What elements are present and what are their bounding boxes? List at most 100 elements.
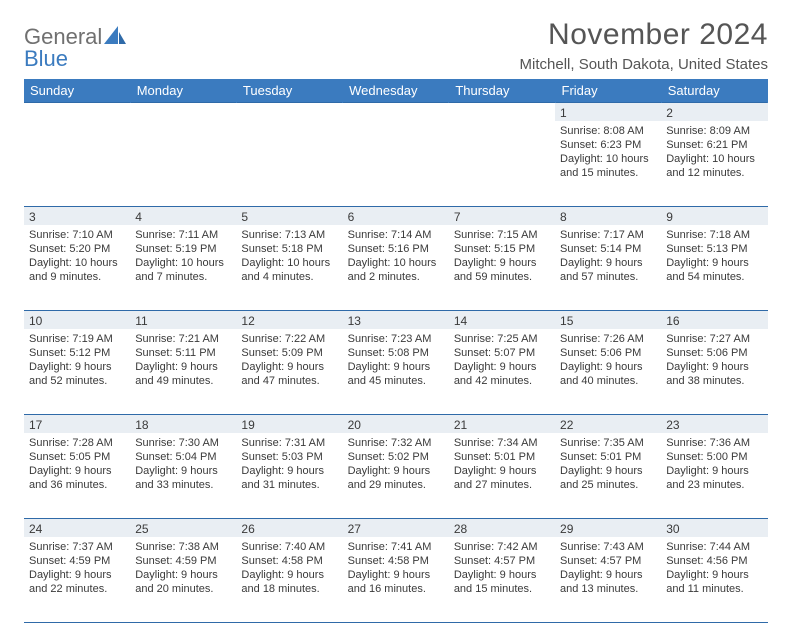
day-detail-cell xyxy=(130,121,236,207)
sunrise-text: Sunrise: 7:41 AM xyxy=(348,540,444,554)
sail-icon xyxy=(104,26,126,44)
daylight-text: Daylight: 9 hours xyxy=(560,464,656,478)
day-detail-cell: Sunrise: 7:32 AMSunset: 5:02 PMDaylight:… xyxy=(343,433,449,519)
day-number-cell: 6 xyxy=(343,207,449,225)
daylight-text: and 36 minutes. xyxy=(29,478,125,492)
daylight-text: and 4 minutes. xyxy=(241,270,337,284)
day-detail-cell: Sunrise: 7:36 AMSunset: 5:00 PMDaylight:… xyxy=(661,433,767,519)
daylight-text: Daylight: 9 hours xyxy=(348,568,444,582)
sunrise-text: Sunrise: 7:28 AM xyxy=(29,436,125,450)
sunset-text: Sunset: 5:05 PM xyxy=(29,450,125,464)
day-number-cell: 15 xyxy=(555,311,661,329)
day-detail-cell xyxy=(343,121,449,207)
sunrise-text: Sunrise: 7:36 AM xyxy=(666,436,762,450)
sunrise-text: Sunrise: 7:34 AM xyxy=(454,436,550,450)
daylight-text: and 33 minutes. xyxy=(135,478,231,492)
sunrise-text: Sunrise: 7:19 AM xyxy=(29,332,125,346)
sunset-text: Sunset: 4:57 PM xyxy=(454,554,550,568)
sunrise-text: Sunrise: 7:25 AM xyxy=(454,332,550,346)
day-number-cell xyxy=(24,103,130,121)
sunrise-text: Sunrise: 7:18 AM xyxy=(666,228,762,242)
daylight-text: and 38 minutes. xyxy=(666,374,762,388)
day-detail-cell: Sunrise: 7:14 AMSunset: 5:16 PMDaylight:… xyxy=(343,225,449,311)
daynum-row: 24252627282930 xyxy=(24,519,768,537)
day-number-cell: 13 xyxy=(343,311,449,329)
day-detail-cell: Sunrise: 7:38 AMSunset: 4:59 PMDaylight:… xyxy=(130,537,236,623)
daylight-text: Daylight: 9 hours xyxy=(560,568,656,582)
day-detail-cell xyxy=(236,121,342,207)
sunset-text: Sunset: 5:19 PM xyxy=(135,242,231,256)
sunrise-text: Sunrise: 7:37 AM xyxy=(29,540,125,554)
day-detail-cell: Sunrise: 7:21 AMSunset: 5:11 PMDaylight:… xyxy=(130,329,236,415)
day-detail-cell: Sunrise: 7:30 AMSunset: 5:04 PMDaylight:… xyxy=(130,433,236,519)
sunrise-text: Sunrise: 8:09 AM xyxy=(666,124,762,138)
daylight-text: Daylight: 10 hours xyxy=(348,256,444,270)
sunrise-text: Sunrise: 8:08 AM xyxy=(560,124,656,138)
page-header: General Blue November 2024 Mitchell, Sou… xyxy=(24,18,768,73)
day-detail-cell: Sunrise: 7:15 AMSunset: 5:15 PMDaylight:… xyxy=(449,225,555,311)
daylight-text: and 7 minutes. xyxy=(135,270,231,284)
day-number-cell: 12 xyxy=(236,311,342,329)
day-number-cell: 29 xyxy=(555,519,661,537)
day-detail-cell: Sunrise: 7:43 AMSunset: 4:57 PMDaylight:… xyxy=(555,537,661,623)
daylight-text: and 52 minutes. xyxy=(29,374,125,388)
day-number-cell: 22 xyxy=(555,415,661,433)
day-detail-cell: Sunrise: 7:18 AMSunset: 5:13 PMDaylight:… xyxy=(661,225,767,311)
daylight-text: and 15 minutes. xyxy=(560,166,656,180)
day-number-cell: 5 xyxy=(236,207,342,225)
day-number-cell: 19 xyxy=(236,415,342,433)
day-number-cell: 1 xyxy=(555,103,661,121)
day-number-cell: 8 xyxy=(555,207,661,225)
dayhead-sun: Sunday xyxy=(24,79,130,103)
sunset-text: Sunset: 4:59 PM xyxy=(135,554,231,568)
sunrise-text: Sunrise: 7:15 AM xyxy=(454,228,550,242)
sunrise-text: Sunrise: 7:44 AM xyxy=(666,540,762,554)
sunrise-text: Sunrise: 7:31 AM xyxy=(241,436,337,450)
sunrise-text: Sunrise: 7:26 AM xyxy=(560,332,656,346)
sunset-text: Sunset: 4:58 PM xyxy=(348,554,444,568)
daylight-text: and 22 minutes. xyxy=(29,582,125,596)
daylight-text: Daylight: 9 hours xyxy=(29,360,125,374)
sunrise-text: Sunrise: 7:27 AM xyxy=(666,332,762,346)
day-detail-cell: Sunrise: 7:40 AMSunset: 4:58 PMDaylight:… xyxy=(236,537,342,623)
dayhead-mon: Monday xyxy=(130,79,236,103)
sunset-text: Sunset: 5:00 PM xyxy=(666,450,762,464)
daylight-text: and 49 minutes. xyxy=(135,374,231,388)
day-number-cell: 2 xyxy=(661,103,767,121)
sunrise-text: Sunrise: 7:17 AM xyxy=(560,228,656,242)
day-number-cell: 7 xyxy=(449,207,555,225)
sunset-text: Sunset: 5:14 PM xyxy=(560,242,656,256)
daylight-text: Daylight: 9 hours xyxy=(135,464,231,478)
daylight-text: Daylight: 9 hours xyxy=(454,360,550,374)
daylight-text: and 59 minutes. xyxy=(454,270,550,284)
daylight-text: and 20 minutes. xyxy=(135,582,231,596)
detail-row: Sunrise: 7:28 AMSunset: 5:05 PMDaylight:… xyxy=(24,433,768,519)
day-number-cell: 18 xyxy=(130,415,236,433)
daylight-text: Daylight: 9 hours xyxy=(454,464,550,478)
brand-text: General Blue xyxy=(24,24,126,70)
daylight-text: Daylight: 9 hours xyxy=(241,360,337,374)
day-number-cell: 11 xyxy=(130,311,236,329)
sunset-text: Sunset: 5:04 PM xyxy=(135,450,231,464)
dayhead-thu: Thursday xyxy=(449,79,555,103)
dayhead-wed: Wednesday xyxy=(343,79,449,103)
daylight-text: Daylight: 10 hours xyxy=(135,256,231,270)
day-number-cell: 4 xyxy=(130,207,236,225)
calendar-page: General Blue November 2024 Mitchell, Sou… xyxy=(0,0,792,633)
daylight-text: Daylight: 9 hours xyxy=(666,360,762,374)
detail-row: Sunrise: 7:19 AMSunset: 5:12 PMDaylight:… xyxy=(24,329,768,415)
day-number-cell xyxy=(236,103,342,121)
day-number-cell: 10 xyxy=(24,311,130,329)
day-detail-cell: Sunrise: 7:37 AMSunset: 4:59 PMDaylight:… xyxy=(24,537,130,623)
day-number-cell: 25 xyxy=(130,519,236,537)
sunrise-text: Sunrise: 7:35 AM xyxy=(560,436,656,450)
sunset-text: Sunset: 4:59 PM xyxy=(29,554,125,568)
sunset-text: Sunset: 5:06 PM xyxy=(560,346,656,360)
day-detail-cell: Sunrise: 7:31 AMSunset: 5:03 PMDaylight:… xyxy=(236,433,342,519)
daylight-text: and 23 minutes. xyxy=(666,478,762,492)
daylight-text: Daylight: 9 hours xyxy=(29,464,125,478)
sunset-text: Sunset: 5:12 PM xyxy=(29,346,125,360)
day-number-cell xyxy=(449,103,555,121)
day-number-cell: 20 xyxy=(343,415,449,433)
day-number-cell: 16 xyxy=(661,311,767,329)
